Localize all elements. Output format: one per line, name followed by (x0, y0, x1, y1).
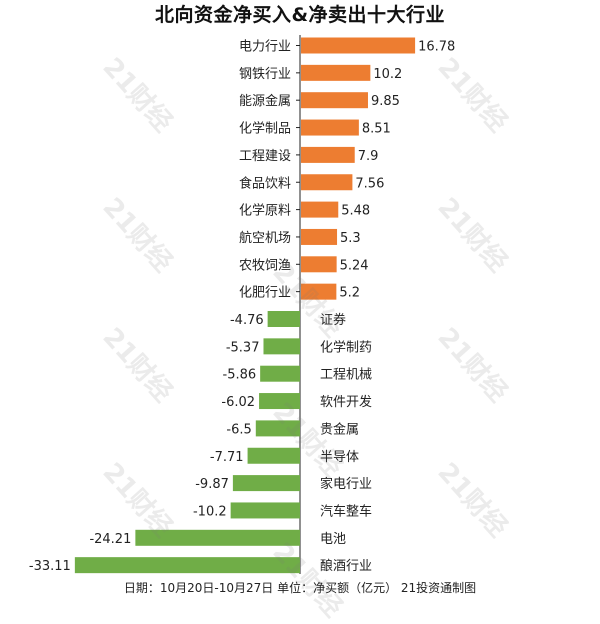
data-label: 5.48 (341, 204, 370, 219)
bar-negative (255, 420, 300, 437)
category-label: 航空机场 (239, 230, 291, 246)
data-label: 10.2 (373, 67, 402, 82)
data-label: -5.37 (226, 340, 260, 355)
category-label: 钢铁行业 (239, 67, 291, 82)
category-label: 软件开发 (320, 394, 372, 410)
chart-footer: 日期：10月20日-10月27日 单位：净买额（亿元） 21投资通制图 (123, 581, 477, 595)
category-label: 电池 (320, 532, 346, 547)
data-label: -7.71 (210, 450, 244, 465)
data-label: 5.2 (339, 286, 360, 301)
bar-negative (74, 557, 301, 574)
category-label: 化学制品 (239, 121, 291, 137)
bar-negative (267, 311, 300, 327)
chart-container: 北向资金净买入&净卖出十大行业 16.78 电力行业 10.2 钢铁行业 9.85 能源金… (29, 4, 513, 623)
bar-positive (301, 283, 337, 300)
category-label: 工程机械 (320, 368, 372, 383)
category-label: 农牧饲渔 (239, 258, 291, 273)
bar-negative (263, 338, 300, 355)
category-label: 贵金属 (320, 421, 359, 437)
data-label: 9.85 (371, 94, 400, 109)
bar-negative (230, 502, 300, 519)
bar-negative (232, 475, 300, 492)
data-label: -6.02 (221, 395, 255, 410)
bar-negative (135, 529, 300, 546)
chart-title: 北向资金净买入&净卖出十大行业 (154, 4, 446, 26)
category-label: 化学制药 (320, 339, 372, 355)
bar-positive (301, 37, 416, 54)
category-label: 化肥行业 (239, 286, 291, 301)
category-label: 电力行业 (239, 40, 291, 55)
category-label: 工程建设 (239, 149, 291, 164)
data-label: -33.11 (29, 559, 71, 574)
bar-positive (301, 119, 359, 136)
category-label: 化学原料 (239, 203, 291, 219)
data-label: -6.5 (226, 422, 251, 437)
bar-positive (301, 64, 371, 81)
data-label: 5.3 (340, 231, 361, 246)
bar-positive (301, 256, 337, 273)
data-label: 7.9 (358, 149, 379, 164)
bar-positive (301, 146, 355, 163)
category-label: 家电行业 (320, 476, 372, 492)
data-label: 8.51 (362, 122, 391, 137)
data-label: 7.56 (355, 176, 384, 191)
data-label: 16.78 (418, 40, 455, 55)
bar-positive (301, 174, 353, 191)
data-label: -5.86 (223, 368, 257, 383)
category-label: 能源金属 (239, 93, 291, 109)
data-label: -4.76 (230, 313, 264, 328)
bar-positive (301, 201, 339, 218)
bar-chart: 16.78 电力行业 10.2 钢铁行业 9.85 能源金属 8.51 化学制品 7.9 工程建设… (29, 35, 455, 574)
category-label: 酿酒行业 (320, 558, 372, 574)
data-label: -9.87 (195, 477, 229, 492)
category-label: 证券 (320, 312, 346, 328)
category-label: 半导体 (320, 450, 359, 465)
data-label: -10.2 (193, 504, 227, 519)
bar-negative (259, 393, 300, 410)
bar-negative (260, 365, 300, 382)
bar-positive (301, 228, 338, 245)
category-label: 食品饮料 (239, 175, 291, 191)
bar-positive (301, 92, 368, 109)
bar-negative (247, 447, 300, 464)
data-label: -24.21 (89, 532, 131, 547)
data-label: 5.24 (340, 258, 369, 273)
category-label: 汽车整车 (320, 503, 372, 519)
